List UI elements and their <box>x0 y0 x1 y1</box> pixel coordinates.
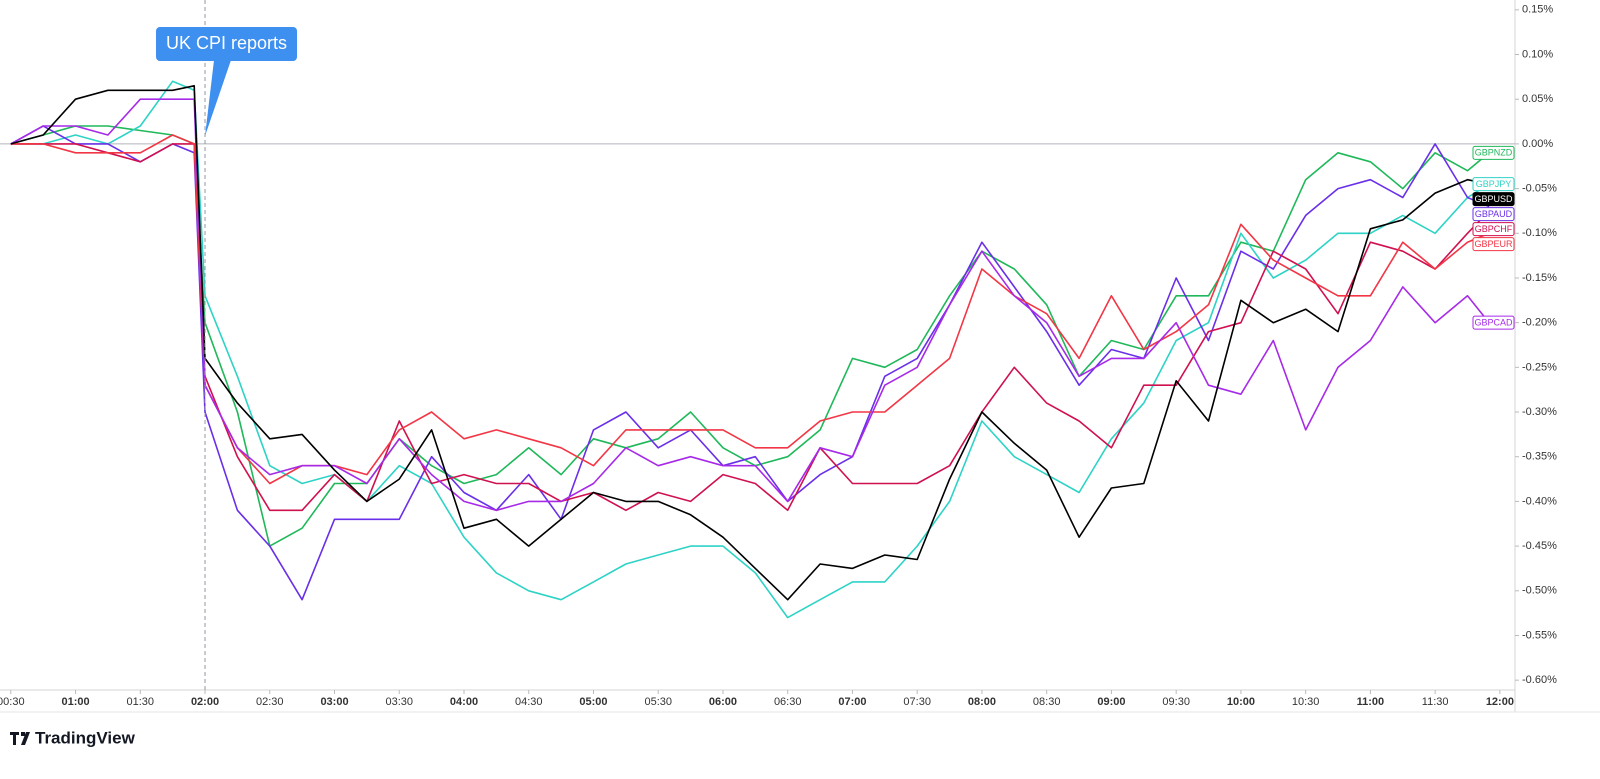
y-tick-label: -0.20% <box>1522 317 1557 329</box>
x-tick-label: 10:30 <box>1292 696 1320 708</box>
y-tick-label: -0.10% <box>1522 227 1557 239</box>
legend-label: GBPJPY <box>1476 179 1512 189</box>
x-tick-label: 04:30 <box>515 696 543 708</box>
series-line <box>10 80 1490 619</box>
x-tick-label: 10:00 <box>1227 696 1255 708</box>
series-line <box>10 143 1490 512</box>
y-tick-label: -0.45% <box>1522 540 1557 552</box>
x-tick-label: 11:30 <box>1422 696 1449 708</box>
series-line <box>10 98 1490 512</box>
x-tick-label: 08:30 <box>1033 696 1061 708</box>
branding-logo <box>10 732 30 745</box>
x-tick-label: 03:30 <box>385 696 413 708</box>
x-tick-label: 04:00 <box>450 696 478 708</box>
x-tick-label: 02:30 <box>256 696 284 708</box>
x-tick-label: 11:00 <box>1357 696 1385 708</box>
y-tick-label: -0.25% <box>1522 361 1557 373</box>
annotation-text: UK CPI reports <box>166 33 287 53</box>
y-tick-label: 0.05% <box>1522 93 1553 105</box>
annotation-bubble <box>156 27 298 61</box>
x-tick-label: 07:00 <box>838 696 866 708</box>
x-tick-label: 01:00 <box>61 696 89 708</box>
y-tick-label: -0.55% <box>1522 629 1557 641</box>
y-tick-label: -0.60% <box>1522 674 1557 686</box>
legend-label: GBPCAD <box>1474 318 1513 328</box>
legend-box <box>1472 315 1515 330</box>
series-line <box>10 85 1490 601</box>
y-tick-label: -0.35% <box>1522 451 1557 463</box>
legend-label: GBPAUD <box>1475 209 1513 219</box>
x-tick-label: 08:00 <box>968 696 996 708</box>
y-tick-label: -0.15% <box>1522 272 1557 284</box>
x-tick-label: 07:30 <box>903 696 931 708</box>
legend-box <box>1472 177 1515 192</box>
legend-box <box>1472 222 1515 237</box>
legend-box <box>1472 192 1515 207</box>
x-tick-label: 01:30 <box>127 696 155 708</box>
plot-area <box>0 80 1515 619</box>
y-tick-label: 0.00% <box>1522 138 1553 150</box>
legend-item: GBPCHF <box>1472 222 1515 237</box>
x-tick-label: 05:00 <box>579 696 607 708</box>
legend-item: GBPUSD <box>1472 192 1515 207</box>
y-tick-label: 0.15% <box>1522 4 1553 16</box>
branding: TradingView <box>10 728 136 747</box>
axes: 0.15% 0.10% 0.05% 0.00% -0.05% -0.10% -0.15% -0… <box>0 4 1557 708</box>
y-tick-label: -0.05% <box>1522 182 1557 194</box>
legend-label: GBPEUR <box>1474 239 1513 249</box>
y-tick-label: -0.30% <box>1522 406 1557 418</box>
x-tick-label: 06:30 <box>774 696 802 708</box>
legend-label: GBPNZD <box>1475 148 1513 158</box>
y-tick-label: -0.50% <box>1522 585 1557 597</box>
branding-text: TradingView <box>35 728 136 747</box>
legend-item: GBPAUD <box>1472 207 1515 222</box>
x-tick-label: 09:30 <box>1162 696 1190 708</box>
legend-item: GBPNZD <box>1472 145 1515 160</box>
legend-box <box>1472 237 1515 252</box>
x-tick-label: 09:00 <box>1097 696 1125 708</box>
legend-item: GBPEUR <box>1472 237 1515 252</box>
legend-label: GBPUSD <box>1474 194 1513 204</box>
legend-label: GBPCHF <box>1475 224 1513 234</box>
legend-item: GBPJPY <box>1472 177 1515 192</box>
x-tick-label: 02:00 <box>191 696 219 708</box>
legend-box <box>1472 207 1515 222</box>
x-tick-label: 03:00 <box>320 696 348 708</box>
series-line <box>10 125 1490 547</box>
legend-box <box>1472 145 1515 160</box>
x-tick-label: 05:30 <box>644 696 672 708</box>
y-tick-label: -0.40% <box>1522 495 1557 507</box>
x-tick-label: 06:00 <box>709 696 737 708</box>
legend-item: GBPCAD <box>1472 315 1515 330</box>
annotation-pointer <box>205 60 232 136</box>
x-tick-label: 00:30 <box>0 696 25 708</box>
x-tick-label: 12:00 <box>1486 696 1514 708</box>
y-tick-label: 0.10% <box>1522 48 1553 60</box>
annotation: UK CPI reports <box>156 27 298 136</box>
series-line <box>10 125 1490 601</box>
